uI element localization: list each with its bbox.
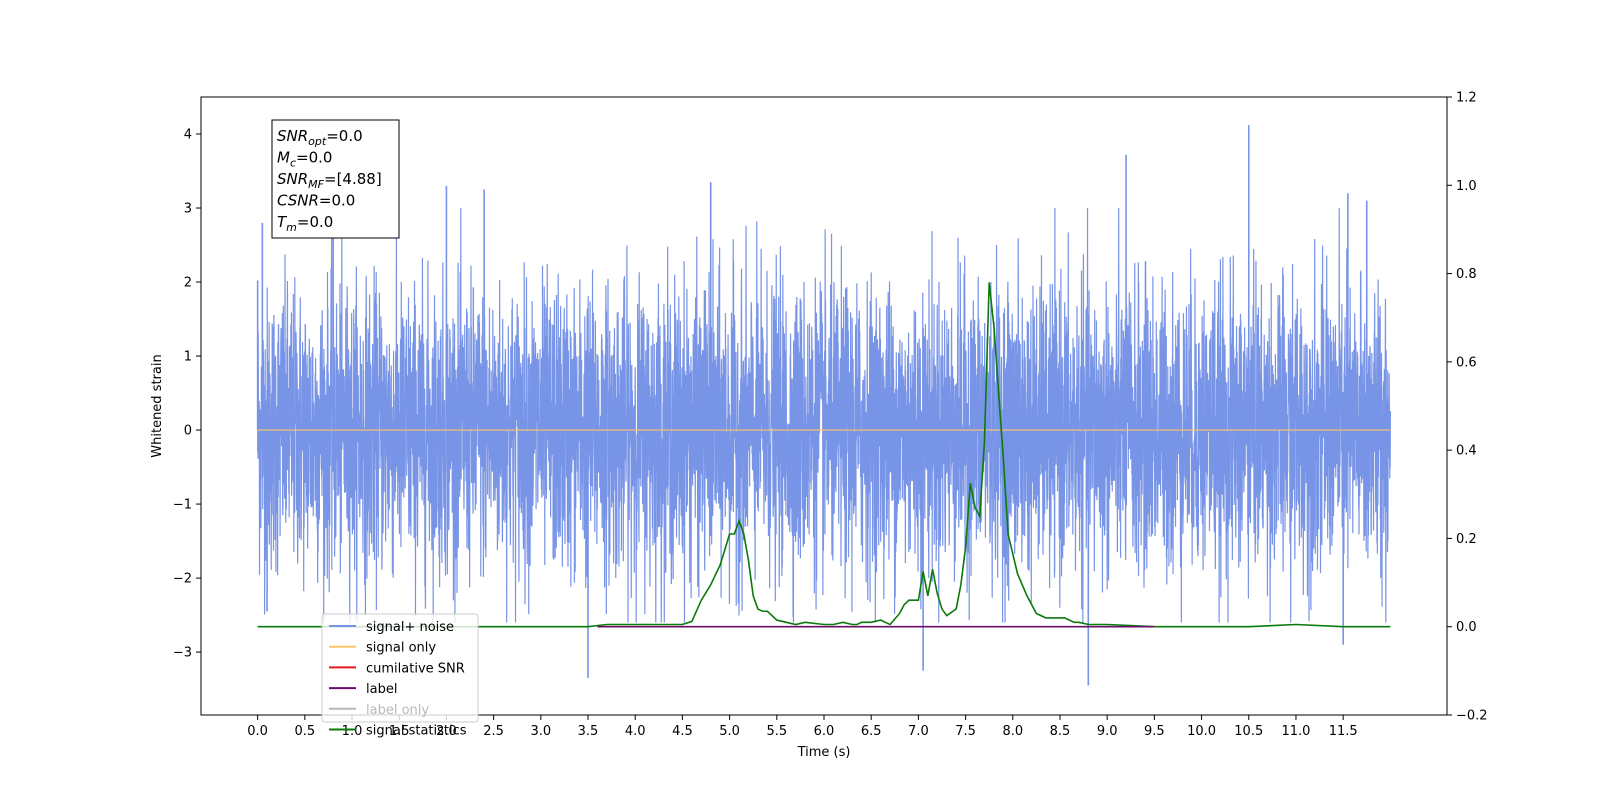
legend-label: label [366,682,397,697]
y-right-tick-label: 0.4 [1456,444,1477,459]
y-right-tick-label: −0.2 [1456,709,1488,724]
y-right-tick-label: 0.6 [1456,355,1477,370]
annotation-subscript: opt [308,135,327,148]
annotation-symbol: SNR [277,127,308,145]
y-axis-label: Whitened strain [150,354,165,457]
legend-label: cumilative SNR [366,661,465,676]
y-axis-left: −3 −2 −1 0 1 2 3 4 [173,128,201,661]
annotation-frame [271,119,400,239]
y-left-tick-label: −1 [173,498,192,513]
annotation-symbol: CSNR [277,192,319,210]
x-axis: 0.0 0.5 1.0 1.5 2.0 2.5 3.0 3.5 4.0 4.5 5.0 5.5 6.0 6… [247,715,1358,739]
annotation-subscript: MF [308,178,324,191]
y-right-tick-label: 1.0 [1456,179,1477,194]
annotation-box: SNRopt=0.0Mc=0.0SNRMF=[4.88]CSNR=0.0Tm=0… [271,119,400,239]
annotation-line: SNRopt=0.0 [277,127,363,148]
x-tick-label: 1.0 [342,724,363,739]
x-tick-label: 5.0 [719,724,740,739]
annotation-value: =[4.88] [324,170,382,188]
signal-statistics-line [257,282,1391,628]
series-layer [257,282,1391,628]
annotation-value: =0.0 [297,213,333,231]
x-tick-label: 4.5 [672,724,693,739]
x-axis-label: Time (s) [797,745,851,760]
annotation-value: =0.0 [326,127,362,145]
y-left-tick-label: 2 [184,276,192,291]
y-axis-right: −0.2 0.0 0.2 0.4 0.6 0.8 1.0 1.2 [1447,91,1488,724]
legend-label: signal+ noise [366,620,454,635]
x-tick-label: 0.5 [294,724,315,739]
legend-frame [321,613,479,723]
x-tick-label: 8.0 [1002,724,1023,739]
signal-noise-layer [256,125,1391,686]
legend: signal+ noise signal only cumilative SNR la… [321,613,479,739]
x-tick-label: 3.5 [578,724,599,739]
y-right-tick-label: 0.0 [1456,620,1477,635]
legend-label: label only [366,703,429,718]
x-tick-label: 7.5 [955,724,976,739]
y-right-tick-label: 0.2 [1456,532,1477,547]
y-left-tick-label: 4 [184,128,192,143]
x-tick-label: 0.0 [247,724,268,739]
x-tick-label: 8.5 [1050,724,1071,739]
x-tick-label: 10.0 [1187,724,1216,739]
x-tick-label: 1.5 [389,724,410,739]
x-tick-label: 11.0 [1281,724,1310,739]
annotation-subscript: m [286,221,297,234]
annotation-line: CSNR=0.0 [277,192,355,210]
annotation-line: Mc=0.0 [277,149,332,170]
y-left-tick-label: 0 [184,424,192,439]
x-tick-label: 10.5 [1234,724,1263,739]
legend-label: signal only [366,641,436,656]
x-tick-label: 9.0 [1097,724,1118,739]
y-left-tick-label: −2 [173,572,192,587]
x-tick-label: 11.5 [1329,724,1358,739]
y-right-tick-label: 1.2 [1456,91,1477,106]
annotation-line: Tm=0.0 [277,213,333,234]
x-tick-label: 5.5 [766,724,787,739]
x-tick-label: 6.5 [861,724,882,739]
x-tick-label: 6.0 [814,724,835,739]
annotation-symbol: M [277,149,290,167]
y-left-tick-label: 3 [184,202,192,217]
y-left-tick-label: 1 [184,350,192,365]
annotation-value: =0.0 [319,192,355,210]
x-tick-label: 9.5 [1144,724,1165,739]
x-tick-label: 3.0 [530,724,551,739]
y-right-tick-label: 0.8 [1456,267,1477,282]
x-tick-label: 2.0 [436,724,457,739]
annotation-subscript: c [290,157,296,170]
x-tick-label: 4.0 [625,724,646,739]
x-tick-label: 2.5 [483,724,504,739]
annotation-value: =0.0 [296,149,332,167]
y-left-tick-label: −3 [173,646,192,661]
legend-label: signal statistics [366,724,467,739]
x-tick-label: 7.0 [908,724,929,739]
annotation-line: SNRMF=[4.88] [277,170,382,191]
annotation-symbol: SNR [277,170,308,188]
annotation-symbol: T [277,213,288,231]
